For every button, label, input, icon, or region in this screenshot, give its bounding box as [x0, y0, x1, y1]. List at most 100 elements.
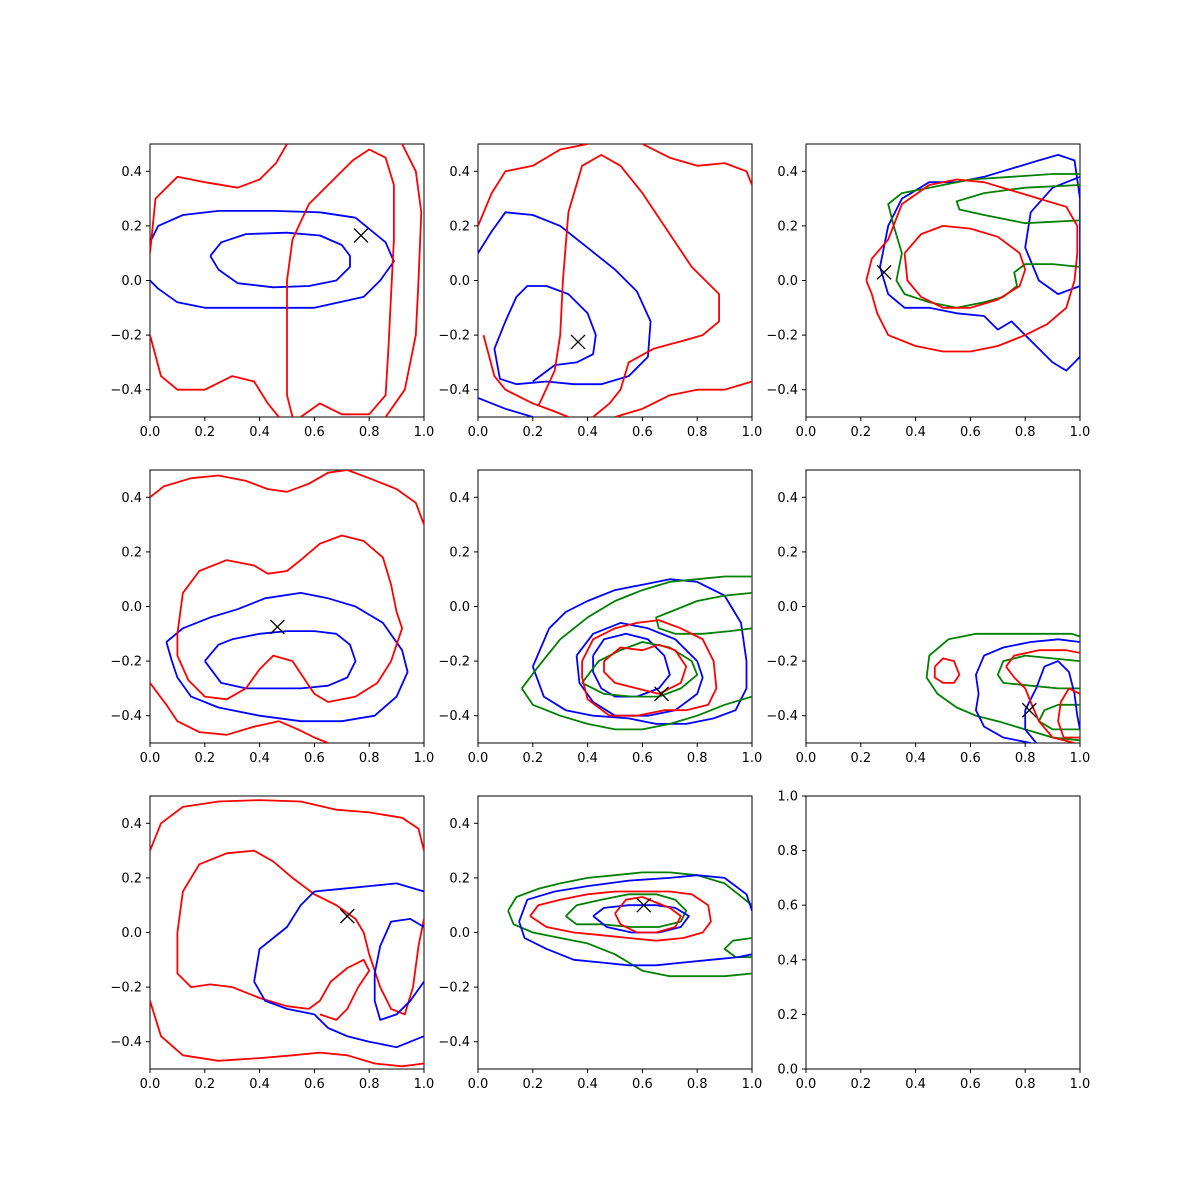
x-tick-label: 0.0 [140, 425, 161, 440]
x-tick-label: 0.8 [359, 751, 380, 766]
axes-frame [477, 143, 753, 418]
x-tick-label: 0.6 [632, 425, 653, 440]
green-contour-line [955, 184, 1080, 225]
x-tick-label: 0.6 [960, 751, 981, 766]
y-tick-label: 0.4 [777, 165, 798, 180]
x-tick-label: 0.4 [577, 1077, 598, 1092]
y-tick-label: −0.4 [438, 709, 470, 724]
axes-frame [149, 795, 425, 1070]
red-contour-line [482, 334, 569, 417]
x-tick-label: 0.2 [194, 425, 215, 440]
red-contour-line [603, 643, 688, 695]
green-contour-line [521, 687, 752, 731]
y-tick-label: −0.2 [438, 329, 470, 344]
x-tick-label: 1.0 [742, 425, 763, 440]
blue-contour-line [879, 266, 1080, 372]
red-contour-line [150, 1000, 424, 1068]
y-tick-label: −0.4 [438, 1035, 470, 1050]
x-tick-label: 0.2 [522, 751, 543, 766]
x-marker [1021, 702, 1037, 718]
red-contour-line [150, 682, 329, 743]
red-contour-line [176, 534, 403, 703]
x-tick-label: 0.2 [850, 425, 871, 440]
blue-contour-line [209, 231, 351, 289]
y-tick-label: 0.2 [449, 219, 470, 234]
contour-group [150, 144, 423, 417]
red-contour-line [150, 144, 288, 254]
axes-frame [477, 795, 753, 1070]
y-tick-label: −0.2 [438, 655, 470, 670]
y-tick-label: 0.2 [777, 219, 798, 234]
x-tick-label: 1.0 [1070, 751, 1091, 766]
y-tick-label: 0.0 [449, 600, 470, 615]
x-tick-label: 1.0 [1070, 425, 1091, 440]
y-tick-label: 0.2 [121, 871, 142, 886]
y-tick-label: −0.2 [110, 981, 142, 996]
x-tick-label: 0.0 [468, 1077, 489, 1092]
x-tick-label: 0.0 [468, 425, 489, 440]
x-tick-label: 0.4 [577, 425, 598, 440]
x-marker [636, 897, 652, 913]
x-tick-label: 0.6 [304, 1077, 325, 1092]
x-tick-label: 0.0 [468, 751, 489, 766]
y-tick-label: 0.4 [121, 491, 142, 506]
y-tick-label: 0.2 [777, 545, 798, 560]
x-tick-label: 0.8 [359, 1077, 380, 1092]
red-contour-line [384, 144, 423, 417]
red-contour-line [1005, 666, 1075, 743]
blue-contour-line [253, 882, 424, 982]
red-contour-line [614, 380, 752, 417]
green-contour-line [507, 910, 752, 978]
y-tick-label: 0.2 [121, 545, 142, 560]
y-tick-label: 0.2 [121, 219, 142, 234]
x-tick-label: 0.8 [687, 425, 708, 440]
y-tick-label: 0.4 [449, 817, 470, 832]
y-tick-label: −0.2 [110, 329, 142, 344]
red-contour-line [1057, 687, 1080, 739]
blue-contour-line [531, 578, 748, 725]
axes-frame [805, 469, 1081, 744]
red-contour-line [903, 225, 1027, 309]
x-tick-label: 0.2 [850, 751, 871, 766]
x-marker [570, 334, 586, 350]
x-tick-label: 0.2 [522, 1077, 543, 1092]
y-tick-label: 0.0 [449, 926, 470, 941]
x-tick-label: 0.6 [632, 1077, 653, 1092]
green-contour-line [507, 871, 752, 912]
red-contour-line [529, 890, 712, 942]
x-tick-label: 0.2 [194, 1077, 215, 1092]
blue-contour-line [575, 622, 704, 717]
y-tick-label: −0.4 [110, 709, 142, 724]
red-contour-line [176, 932, 371, 1021]
y-tick-label: 0.8 [777, 844, 798, 859]
contour-group [150, 799, 424, 1068]
x-marker [876, 264, 892, 280]
x-tick-label: 0.8 [687, 1077, 708, 1092]
x-tick-label: 0.4 [905, 425, 926, 440]
x-tick-label: 0.0 [140, 1077, 161, 1092]
red-contour-line [1005, 649, 1080, 668]
y-tick-label: 0.4 [777, 491, 798, 506]
x-tick-label: 0.8 [359, 425, 380, 440]
red-contour-line [176, 849, 424, 1016]
y-tick-label: −0.2 [766, 655, 798, 670]
contour-group [507, 871, 752, 978]
y-tick-label: 0.2 [449, 545, 470, 560]
x-tick-label: 0.0 [796, 425, 817, 440]
x-tick-label: 1.0 [742, 751, 763, 766]
y-tick-label: −0.4 [110, 383, 142, 398]
x-tick-label: 1.0 [1070, 1077, 1091, 1092]
blue-contour-line [253, 981, 424, 1049]
blue-contour-line [1024, 660, 1080, 743]
x-tick-label: 0.0 [796, 1077, 817, 1092]
y-tick-label: 0.0 [777, 1063, 798, 1078]
x-tick-label: 0.8 [687, 751, 708, 766]
blue-contour-line [373, 918, 424, 1021]
y-tick-label: 0.0 [777, 274, 798, 289]
green-contour-line [925, 632, 1080, 742]
blue-contour-line [975, 638, 1080, 743]
y-tick-label: −0.4 [766, 709, 798, 724]
y-tick-label: 0.0 [121, 926, 142, 941]
blue-contour-line [518, 874, 752, 922]
green-contour-line [581, 641, 699, 698]
